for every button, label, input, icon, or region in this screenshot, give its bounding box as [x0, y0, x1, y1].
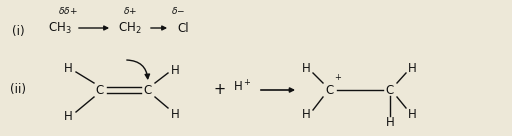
Text: H: H	[63, 109, 72, 123]
Text: C: C	[386, 84, 394, 97]
Text: H: H	[63, 61, 72, 75]
Text: (i): (i)	[12, 26, 24, 38]
Text: H: H	[170, 109, 179, 121]
Text: H: H	[170, 64, 179, 76]
Text: +: +	[334, 73, 342, 83]
Text: H: H	[408, 107, 416, 120]
Text: Cl: Cl	[177, 21, 189, 35]
Text: C: C	[326, 84, 334, 97]
Text: H$^+$: H$^+$	[233, 79, 251, 95]
Text: H: H	[386, 115, 394, 129]
Text: C: C	[144, 84, 152, 97]
Text: $\delta\delta$+: $\delta\delta$+	[58, 4, 78, 16]
Text: CH$_2$: CH$_2$	[118, 20, 142, 35]
Text: H: H	[408, 61, 416, 75]
Text: H: H	[302, 61, 310, 75]
Text: $\delta$+: $\delta$+	[123, 4, 137, 16]
Text: +: +	[214, 83, 226, 98]
Text: CH$_3$: CH$_3$	[48, 20, 72, 35]
Text: C: C	[96, 84, 104, 97]
Text: H: H	[302, 107, 310, 120]
Text: $\delta$$-$: $\delta$$-$	[171, 4, 185, 16]
Text: (ii): (ii)	[10, 84, 26, 97]
